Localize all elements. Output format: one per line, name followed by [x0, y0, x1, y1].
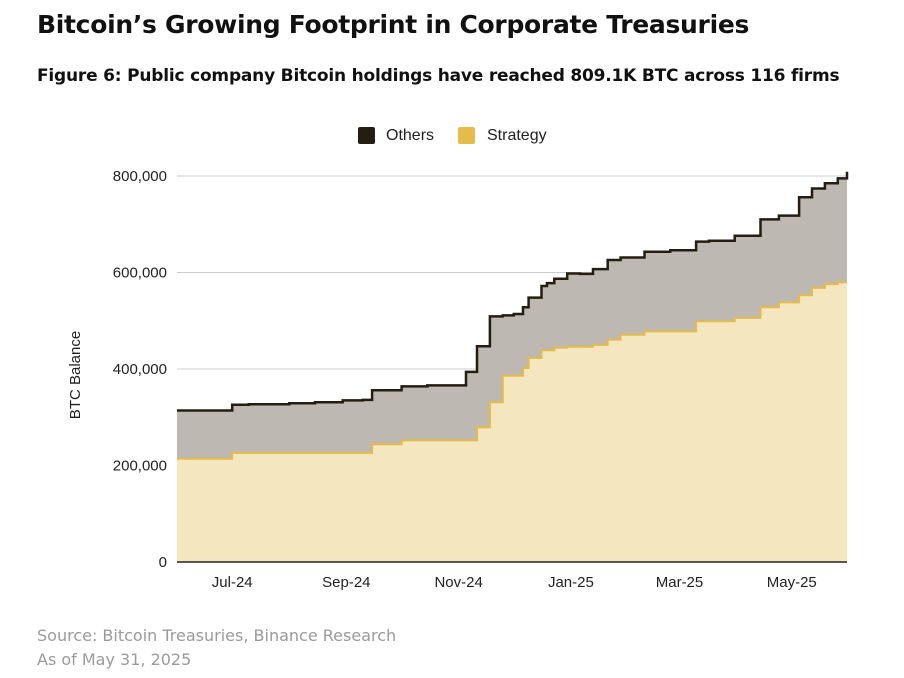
x-tick-label: Sep-24	[322, 574, 370, 591]
chart-legend: Others Strategy	[358, 127, 547, 144]
chart-svg: Others Strategy 0 200,000 400,000 600,000 80…	[67, 127, 849, 591]
strategy-area	[177, 282, 847, 562]
x-tick-label: Mar-25	[656, 574, 704, 591]
source-note: Source: Bitcoin Treasuries, Binance Rese…	[37, 626, 397, 645]
legend-label-others: Others	[386, 127, 434, 144]
x-tick-label: Jul-24	[212, 574, 253, 591]
y-tick-label: 0	[159, 554, 167, 571]
y-tick-label: 400,000	[113, 361, 167, 378]
as-of-note: As of May 31, 2025	[37, 650, 192, 669]
y-tick-label: 600,000	[113, 265, 167, 282]
page-title: Bitcoin’s Growing Footprint in Corporate…	[37, 10, 750, 39]
legend-swatch-others	[358, 127, 375, 144]
others-area	[177, 171, 847, 459]
legend-swatch-strategy	[458, 127, 475, 144]
x-tick-label: May-25	[767, 574, 817, 591]
x-tick-label: Jan-25	[548, 574, 594, 591]
y-tick-label: 200,000	[113, 458, 167, 475]
axis-layer: 0 200,000 400,000 600,000 800,000 Jul-24 Sep-2…	[113, 168, 847, 591]
y-tick-label: 800,000	[113, 168, 167, 185]
figure-subtitle: Figure 6: Public company Bitcoin holding…	[37, 66, 840, 86]
strategy-line	[177, 281, 847, 460]
x-tick-label: Nov-24	[434, 574, 482, 591]
legend-label-strategy: Strategy	[487, 127, 547, 144]
y-axis-label: BTC Balance	[67, 331, 84, 419]
others-line	[177, 171, 849, 412]
chart-container: Others Strategy 0 200,000 400,000 600,000 80…	[0, 110, 904, 600]
area-layer	[177, 171, 849, 562]
